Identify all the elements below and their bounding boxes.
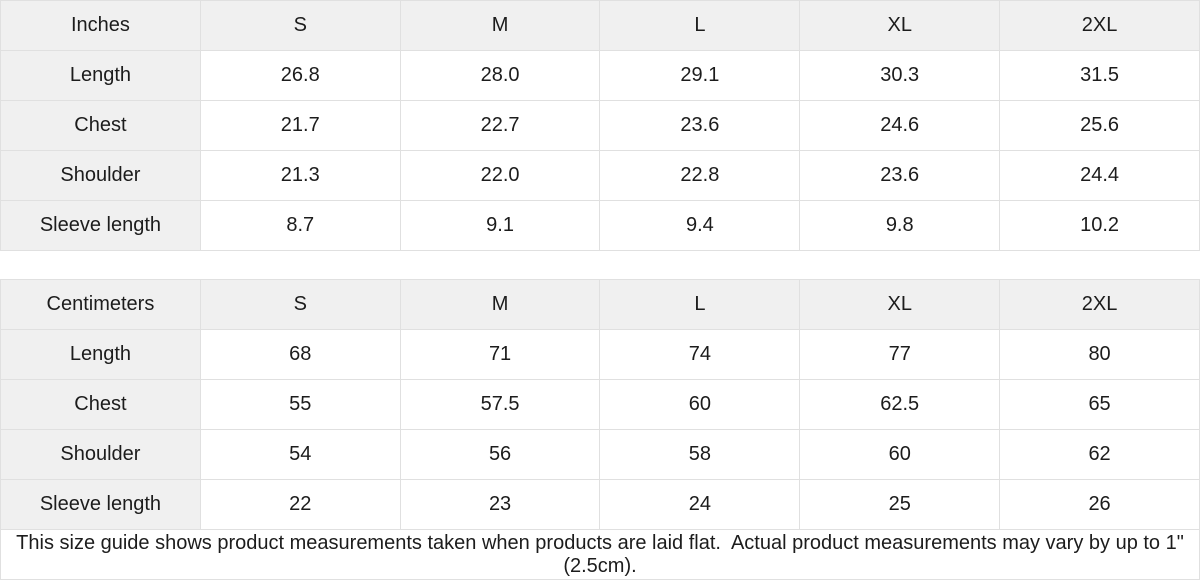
- size-header-cell: XL: [799, 279, 1001, 330]
- value-cell: 23.6: [599, 100, 801, 151]
- value-cell: 9.1: [399, 200, 601, 251]
- value-cell: 23.6: [799, 150, 1001, 201]
- row-label-cell: Length: [0, 50, 201, 101]
- value-cell: 54: [199, 429, 401, 480]
- size-table-inches: Inches S M L XL 2XL Length 26.8 28.0 29.…: [0, 0, 1200, 251]
- row-label-cell: Sleeve length: [0, 200, 201, 251]
- value-cell: 22.7: [399, 100, 601, 151]
- table-row: Sleeve length 8.7 9.1 9.4 9.8 10.2: [0, 200, 1200, 251]
- size-header-cell: 2XL: [999, 279, 1200, 330]
- value-cell: 23: [399, 479, 601, 530]
- row-label-cell: Shoulder: [0, 429, 201, 480]
- value-cell: 30.3: [799, 50, 1001, 101]
- size-header-cell: L: [599, 279, 801, 330]
- table-header-row: Inches S M L XL 2XL: [0, 0, 1200, 51]
- value-cell: 56: [399, 429, 601, 480]
- row-label-cell: Chest: [0, 100, 201, 151]
- value-cell: 65: [999, 379, 1200, 430]
- value-cell: 58: [599, 429, 801, 480]
- table-row: Chest 21.7 22.7 23.6 24.6 25.6: [0, 100, 1200, 151]
- value-cell: 31.5: [999, 50, 1200, 101]
- value-cell: 24.4: [999, 150, 1200, 201]
- value-cell: 62: [999, 429, 1200, 480]
- value-cell: 28.0: [399, 50, 601, 101]
- value-cell: 8.7: [199, 200, 401, 251]
- value-cell: 22.0: [399, 150, 601, 201]
- value-cell: 9.8: [799, 200, 1001, 251]
- size-guide-note: This size guide shows product measuremen…: [0, 529, 1200, 580]
- value-cell: 29.1: [599, 50, 801, 101]
- value-cell: 22: [199, 479, 401, 530]
- size-table-centimeters: Centimeters S M L XL 2XL Length 68 71 74…: [0, 279, 1200, 580]
- value-cell: 71: [399, 329, 601, 380]
- value-cell: 74: [599, 329, 801, 380]
- size-header-cell: M: [399, 279, 601, 330]
- value-cell: 80: [999, 329, 1200, 380]
- value-cell: 77: [799, 329, 1001, 380]
- row-label-cell: Sleeve length: [0, 479, 201, 530]
- table-row: Length 68 71 74 77 80: [0, 329, 1200, 380]
- value-cell: 62.5: [799, 379, 1001, 430]
- table-gap: [0, 251, 1200, 279]
- value-cell: 21.3: [199, 150, 401, 201]
- note-row: This size guide shows product measuremen…: [0, 529, 1200, 580]
- value-cell: 26.8: [199, 50, 401, 101]
- value-cell: 25: [799, 479, 1001, 530]
- table-row: Length 26.8 28.0 29.1 30.3 31.5: [0, 50, 1200, 101]
- table-header-row: Centimeters S M L XL 2XL: [0, 279, 1200, 330]
- value-cell: 60: [799, 429, 1001, 480]
- value-cell: 22.8: [599, 150, 801, 201]
- table-row: Chest 55 57.5 60 62.5 65: [0, 379, 1200, 430]
- value-cell: 25.6: [999, 100, 1200, 151]
- value-cell: 10.2: [999, 200, 1200, 251]
- value-cell: 26: [999, 479, 1200, 530]
- value-cell: 60: [599, 379, 801, 430]
- size-header-cell: 2XL: [999, 0, 1200, 51]
- value-cell: 24.6: [799, 100, 1001, 151]
- value-cell: 21.7: [199, 100, 401, 151]
- unit-header-cell: Centimeters: [0, 279, 201, 330]
- row-label-cell: Shoulder: [0, 150, 201, 201]
- row-label-cell: Chest: [0, 379, 201, 430]
- size-header-cell: S: [199, 0, 401, 51]
- row-label-cell: Length: [0, 329, 201, 380]
- unit-header-cell: Inches: [0, 0, 201, 51]
- value-cell: 57.5: [399, 379, 601, 430]
- value-cell: 68: [199, 329, 401, 380]
- size-header-cell: L: [599, 0, 801, 51]
- value-cell: 24: [599, 479, 801, 530]
- size-header-cell: M: [399, 0, 601, 51]
- table-row: Shoulder 21.3 22.0 22.8 23.6 24.4: [0, 150, 1200, 201]
- value-cell: 55: [199, 379, 401, 430]
- table-row: Shoulder 54 56 58 60 62: [0, 429, 1200, 480]
- table-row: Sleeve length 22 23 24 25 26: [0, 479, 1200, 530]
- value-cell: 9.4: [599, 200, 801, 251]
- size-header-cell: S: [199, 279, 401, 330]
- size-header-cell: XL: [799, 0, 1001, 51]
